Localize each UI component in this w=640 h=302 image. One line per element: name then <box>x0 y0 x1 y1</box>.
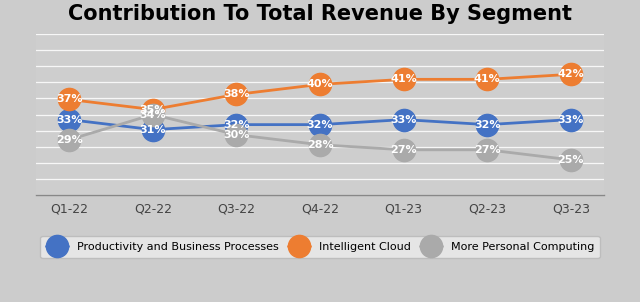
Text: 41%: 41% <box>390 74 417 84</box>
Text: 42%: 42% <box>557 69 584 79</box>
Text: 34%: 34% <box>140 110 166 120</box>
Text: 25%: 25% <box>557 155 584 165</box>
Text: 27%: 27% <box>390 145 417 155</box>
More Personal Computing <box>149 113 157 116</box>
Text: 40%: 40% <box>307 79 333 89</box>
Productivity and Business Processes <box>567 118 575 121</box>
Intelligent Cloud <box>232 93 240 96</box>
Intelligent Cloud <box>567 72 575 76</box>
Text: 32%: 32% <box>474 120 500 130</box>
Text: 27%: 27% <box>474 145 500 155</box>
More Personal Computing <box>567 158 575 162</box>
More Personal Computing <box>316 143 324 146</box>
Legend: Productivity and Business Processes, Intelligent Cloud, More Personal Computing: Productivity and Business Processes, Int… <box>40 236 600 258</box>
More Personal Computing <box>483 148 491 152</box>
Line: Intelligent Cloud: Intelligent Cloud <box>58 63 582 120</box>
Text: 28%: 28% <box>307 140 333 150</box>
Text: 30%: 30% <box>223 130 250 140</box>
Text: 32%: 32% <box>307 120 333 130</box>
Productivity and Business Processes <box>316 123 324 127</box>
Text: 35%: 35% <box>140 104 166 114</box>
Intelligent Cloud <box>316 82 324 86</box>
Intelligent Cloud <box>149 108 157 111</box>
Text: 38%: 38% <box>223 89 250 99</box>
Text: 33%: 33% <box>390 114 417 125</box>
Title: Contribution To Total Revenue By Segment: Contribution To Total Revenue By Segment <box>68 4 572 24</box>
Line: Productivity and Business Processes: Productivity and Business Processes <box>58 108 582 141</box>
Intelligent Cloud <box>483 78 491 81</box>
Text: 33%: 33% <box>56 114 83 125</box>
Text: 29%: 29% <box>56 135 83 145</box>
Productivity and Business Processes <box>149 128 157 131</box>
Text: 31%: 31% <box>140 125 166 135</box>
Text: 41%: 41% <box>474 74 500 84</box>
Productivity and Business Processes <box>483 123 491 127</box>
Line: More Personal Computing: More Personal Computing <box>58 104 582 171</box>
Text: 37%: 37% <box>56 95 83 104</box>
Text: 33%: 33% <box>557 114 584 125</box>
Intelligent Cloud <box>400 78 408 81</box>
Intelligent Cloud <box>65 98 73 101</box>
More Personal Computing <box>232 133 240 137</box>
Text: 32%: 32% <box>223 120 250 130</box>
Productivity and Business Processes <box>232 123 240 127</box>
Productivity and Business Processes <box>65 118 73 121</box>
More Personal Computing <box>400 148 408 152</box>
Productivity and Business Processes <box>400 118 408 121</box>
More Personal Computing <box>65 138 73 142</box>
